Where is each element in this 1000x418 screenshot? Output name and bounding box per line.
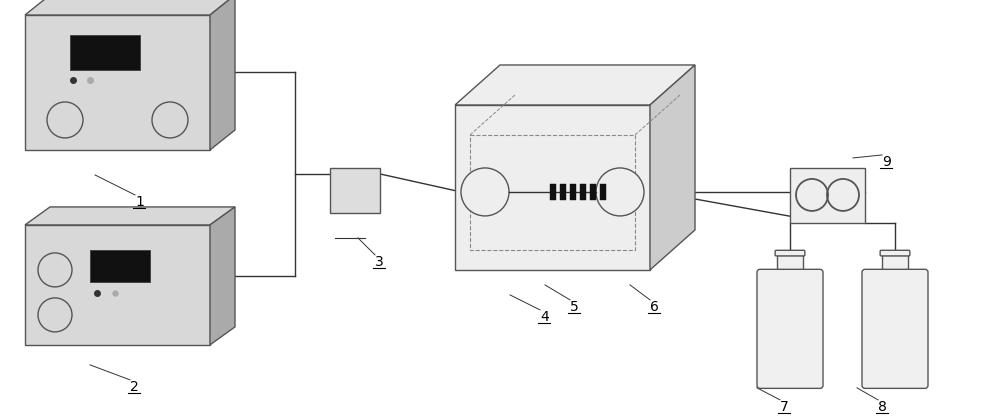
FancyBboxPatch shape [775,250,805,256]
Bar [600,184,606,200]
Polygon shape [25,0,235,15]
Polygon shape [25,207,235,225]
Bar [70,35,140,70]
FancyBboxPatch shape [862,269,928,388]
Polygon shape [650,65,695,270]
FancyBboxPatch shape [777,255,803,272]
Text: 1: 1 [135,195,144,209]
Bar [570,184,576,200]
Bar [560,184,566,200]
Text: 7: 7 [780,400,789,414]
FancyBboxPatch shape [757,269,823,388]
Bar [25,225,210,345]
Text: 9: 9 [882,155,891,169]
Bar [470,135,635,250]
Bar [550,184,556,200]
Bar [580,184,586,200]
FancyBboxPatch shape [882,255,908,272]
Polygon shape [210,0,235,150]
Circle shape [461,168,509,216]
Text: 4: 4 [540,310,549,324]
Text: 8: 8 [878,400,887,414]
Circle shape [596,168,644,216]
Polygon shape [455,65,695,105]
Bar [25,15,210,150]
Text: 6: 6 [650,300,659,314]
Bar [790,168,865,223]
Bar [590,184,596,200]
FancyBboxPatch shape [880,250,910,256]
Text: 5: 5 [570,300,579,314]
Bar [330,168,380,213]
Bar [455,105,650,270]
Text: 2: 2 [130,380,139,394]
Bar [90,250,150,282]
Text: 3: 3 [375,255,384,269]
Polygon shape [210,207,235,345]
